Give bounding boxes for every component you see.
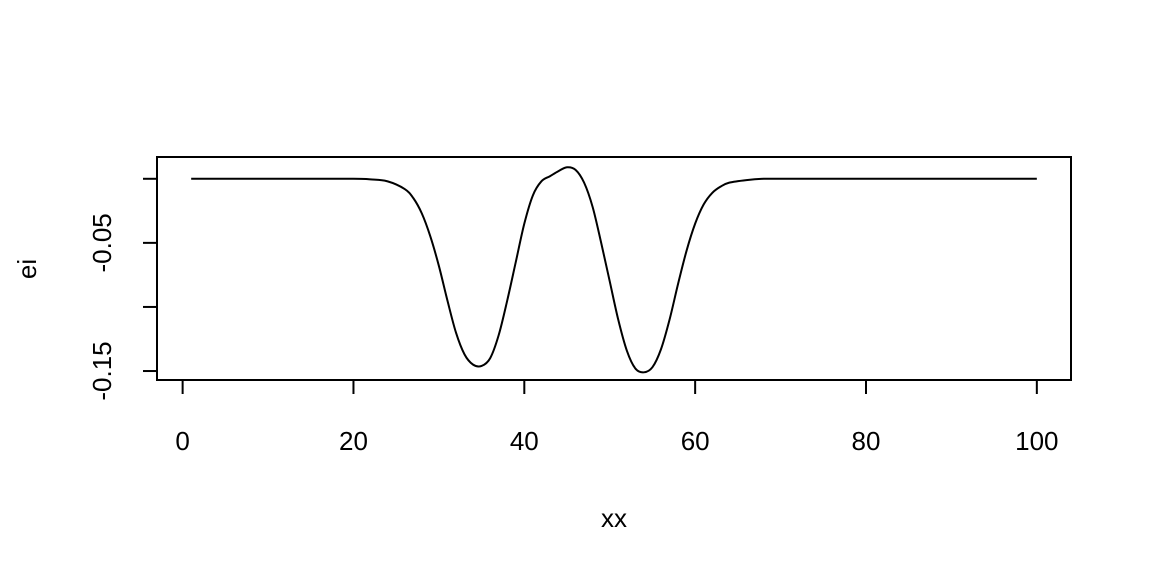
x-tick-label: 60	[681, 426, 710, 456]
y-tick-label: -0.05	[87, 213, 117, 272]
x-tick-label: 0	[175, 426, 189, 456]
y-tick-label: -0.15	[87, 341, 117, 400]
x-tick-label: 100	[1015, 426, 1058, 456]
x-tick-label: 40	[510, 426, 539, 456]
x-axis-title: xx	[601, 503, 627, 533]
series-line	[191, 166, 1037, 374]
y-axis-title: ei	[12, 259, 42, 279]
x-axis: 0 20 40 60 80 100	[175, 379, 1059, 456]
plot-frame	[156, 156, 1072, 381]
y-axis: -0.05 -0.15	[87, 177, 158, 401]
x-tick-label: 20	[339, 426, 368, 456]
x-tick-label: 80	[852, 426, 881, 456]
